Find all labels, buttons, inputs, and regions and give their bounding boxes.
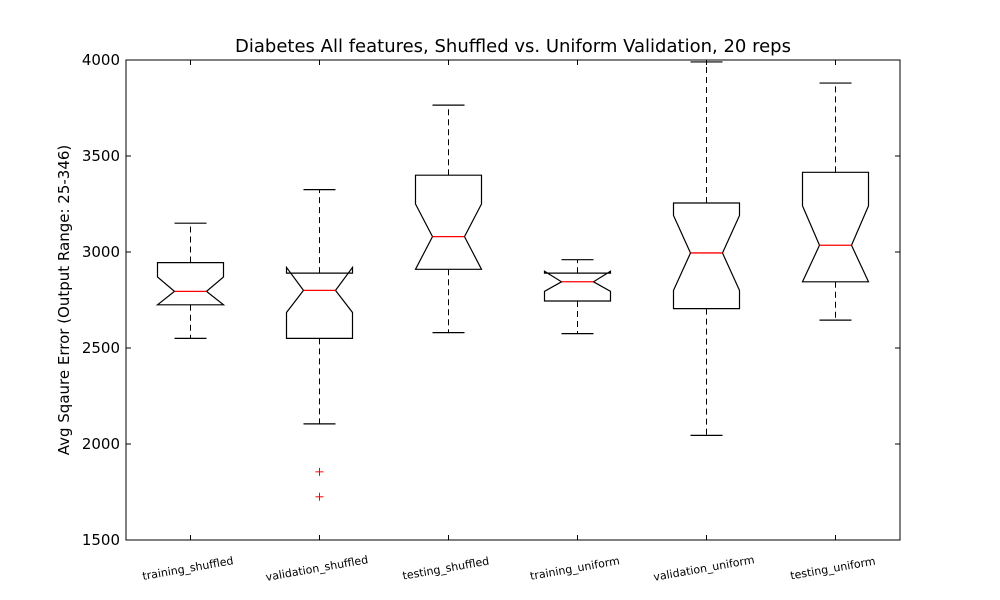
box-testing_shuffled: testing_shuffled — [402, 60, 491, 583]
x-tick-label: training_uniform — [529, 554, 621, 583]
notched-box — [801, 171, 870, 283]
chart-title: Diabetes All features, Shuffled vs. Unif… — [235, 36, 791, 57]
notched-box — [672, 202, 741, 310]
y-tick-label: 2500 — [82, 339, 120, 357]
notched-box — [155, 262, 226, 306]
y-axis-label: Avg Sqaure Error (Output Range: 25-346) — [55, 145, 73, 456]
box-validation_uniform: validation_uniform — [652, 60, 755, 584]
box-validation_shuffled: validation_shuffled — [265, 60, 369, 584]
x-tick-label: validation_uniform — [652, 553, 755, 584]
plot-area: 1500 2000 2500 3000 3500 4000 training_shuffle… — [82, 51, 900, 584]
x-tick-label: testing_uniform — [789, 555, 876, 583]
y-tick-label: 1500 — [82, 531, 120, 549]
box-training_uniform: training_uniform — [529, 60, 621, 583]
box-testing_uniform: testing_uniform — [789, 60, 877, 583]
y-tick-label: 3500 — [82, 147, 120, 165]
x-tick-label: testing_shuffled — [402, 555, 491, 583]
x-tick-label: training_shuffled — [141, 554, 234, 583]
box-training_shuffled: training_shuffled — [141, 60, 234, 583]
notched-box — [543, 270, 612, 302]
y-tick-label: 2000 — [82, 435, 120, 453]
y-tick-label: 3000 — [82, 243, 120, 261]
flier-point — [315, 492, 324, 501]
plot-frame — [125, 59, 901, 541]
flier-point — [315, 467, 324, 476]
notched-box — [285, 265, 354, 339]
notched-box — [414, 174, 483, 270]
x-tick-label: validation_shuffled — [265, 553, 369, 584]
y-tick-label: 4000 — [82, 51, 120, 69]
